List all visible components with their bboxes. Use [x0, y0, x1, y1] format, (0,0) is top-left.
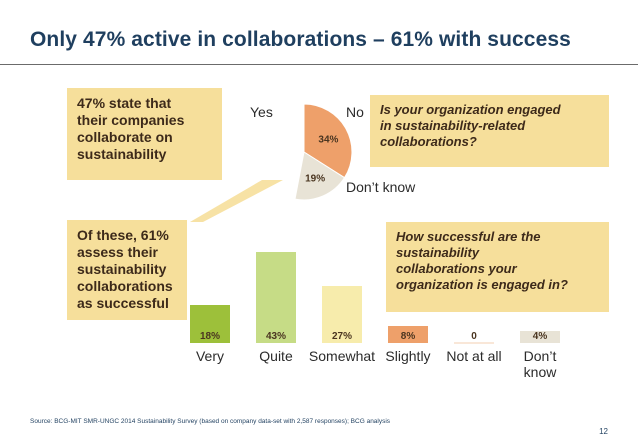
- question-success: How successful are the sustainability co…: [386, 222, 609, 312]
- bar-category-label: Not at all: [446, 348, 501, 364]
- page-number: 12: [599, 427, 608, 436]
- page-title: Only 47% active in collaborations – 61% …: [30, 28, 571, 51]
- callout-successful: Of these, 61% assess their sustainabilit…: [67, 220, 187, 320]
- bar-value-label: 4%: [533, 331, 548, 342]
- bar-value-label: 43%: [266, 331, 286, 342]
- question-success-line: organization is engaged in?: [396, 277, 568, 292]
- source-note: Source: BCG-MIT SMR-UNGC 2014 Sustainabi…: [30, 418, 391, 425]
- question-success-line: sustainability: [396, 245, 480, 260]
- bar: [322, 286, 362, 343]
- bar-category-label: Don’t: [524, 348, 557, 364]
- bar-value-label: 0: [471, 331, 477, 342]
- bar: [520, 331, 560, 343]
- callout-collaborate: 47% state that their companies collabora…: [67, 88, 222, 180]
- pie-value-label: 34%: [318, 135, 338, 146]
- callout-successful-line: Of these, 61%: [77, 227, 169, 243]
- bar-value-label: 27%: [332, 331, 352, 342]
- callout-successful-line: as successful: [77, 295, 169, 311]
- bar-category-label: Somewhat: [309, 348, 375, 364]
- bar-category-label: know: [524, 364, 558, 380]
- pie-slice-don-t-know: [294, 151, 346, 201]
- callout-collaborate-line: collaborate on: [77, 129, 173, 145]
- question-engaged-line: in sustainability-related: [380, 118, 526, 133]
- title-divider: [0, 64, 638, 65]
- callout-collaborate-line: their companies: [77, 112, 185, 128]
- callout-successful-line: sustainability: [77, 261, 167, 277]
- question-engaged: Is your organization engaged in sustaina…: [370, 95, 609, 167]
- callout-successful-line: collaborations: [77, 278, 173, 294]
- callout-collaborate-line: sustainability: [77, 146, 167, 162]
- bar-value-label: 8%: [401, 331, 416, 342]
- bar: [256, 252, 296, 343]
- pie-category-label: Yes: [250, 104, 273, 120]
- callout-collaborate-line: 47% state that: [77, 95, 172, 111]
- pie-category-label: No: [346, 104, 364, 120]
- question-engaged-line: collaborations?: [380, 134, 477, 149]
- question-success-line: collaborations your: [396, 261, 517, 276]
- bar: [388, 326, 428, 343]
- question-engaged-line: Is your organization engaged: [380, 102, 561, 117]
- bar-category-label: Slightly: [385, 348, 430, 364]
- pie-value-label: 19%: [305, 174, 325, 185]
- question-success-line: How successful are the: [396, 229, 541, 244]
- bar-chart: 18% Very 43% Quite 27% Somewhat 8% Slightly 0 Not…: [190, 252, 560, 380]
- pie-category-label: Don’t know: [346, 179, 416, 195]
- callout-successful-line: assess their: [77, 244, 158, 260]
- bar-category-label: Very: [196, 348, 224, 364]
- bar: [190, 305, 230, 343]
- callout-connector: [190, 180, 283, 222]
- bar-value-label: 18%: [200, 331, 220, 342]
- bar-category-label: Quite: [259, 348, 293, 364]
